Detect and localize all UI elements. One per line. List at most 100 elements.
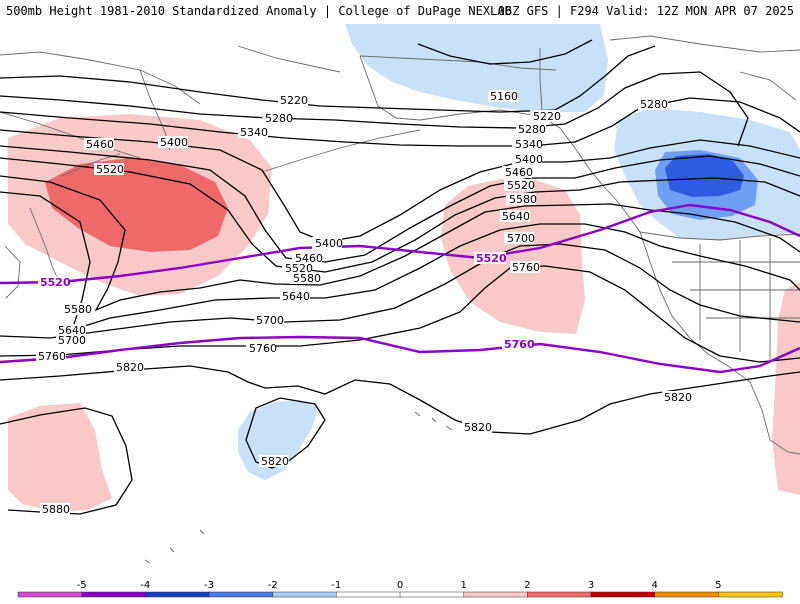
coast-us-west [639,231,729,367]
contour-5640 [0,191,800,332]
highlight-contours [0,203,800,374]
colorbar-tick-label: 5 [715,580,721,591]
label-5520-highlight: 5520 [476,252,507,265]
pacific-islands-sw [144,529,205,564]
coast-asia-north [0,51,201,105]
colorbar-tick-label: -3 [204,580,214,591]
label-5280-canada: 5280 [640,98,668,111]
label-5700-west: 5700 [58,334,86,347]
label-5820-central: 5820 [464,421,492,434]
coast-alaska-gulf [419,109,591,171]
colorbar-segment [17,591,83,598]
label-5220-west: 5220 [280,94,308,107]
colorbar-tick-labels: -5 -4 -3 -2 -1 0 1 2 3 4 5 [77,580,722,591]
label-5280-east: 5280 [518,123,546,136]
label-5520-highlight-west: 5520 [40,276,71,289]
label-5580-west: 5580 [64,303,92,316]
colorbar-segment [590,591,656,598]
contour-5580 [0,175,800,312]
colorbar-segment [145,591,210,598]
label-5160: 5160 [490,90,518,103]
colorbar-segment [463,591,529,598]
highlight-5520 [0,203,800,285]
label-5340-west: 5340 [240,126,268,139]
state-borders-4 [699,238,771,360]
anomaly-shading [8,24,800,512]
label-5640-pacific: 5640 [282,290,310,303]
neg-anomaly-hawaii [238,400,318,480]
label-5580-pacific: 5580 [293,272,321,285]
label-5760-pacific: 5760 [249,342,277,355]
label-5580-east: 5580 [509,193,537,206]
coast-korea [4,245,21,299]
coast-canadian-islands [609,35,800,53]
contour-5760 [0,265,800,363]
label-5760-west: 5760 [38,350,66,363]
contour-labels: 5160 5220 5220 5280 5280 5280 5340 5340 … [36,90,692,516]
pos-anomaly-east-edge [772,282,800,495]
label-5520-pacific: 5520 [285,262,313,275]
colorbar: -5 -4 -3 -2 -1 0 1 2 3 4 5 [0,578,800,600]
coast-kuril-chain [61,153,121,177]
colorbar-svg: -5 -4 -3 -2 -1 0 1 2 3 4 5 [17,580,783,598]
colorbar-tick-label: 2 [524,580,530,591]
label-5460-east: 5460 [505,166,533,179]
label-5520-asia: 5520 [96,163,124,176]
label-5460-asia: 5460 [86,138,114,151]
label-5640-east: 5640 [502,210,530,223]
colorbar-tick-label: -1 [331,580,341,591]
colorbar-tick-label: 3 [588,580,594,591]
colorbar-tick-label: 4 [652,580,658,591]
label-5340-east: 5340 [515,138,543,151]
hawaii-islands [414,411,453,431]
neg-anomaly-bering [345,24,608,112]
coast-alaska-west [359,55,421,121]
contour-5340 [0,97,800,147]
label-5760-east: 5760 [512,261,540,274]
label-5640-west: 5640 [58,324,86,337]
colorbar-segment [399,591,465,598]
colorbar-segments [17,591,783,598]
label-5880: 5880 [42,503,70,516]
coast-alaska-north [359,55,557,71]
contour-5160 [417,39,593,65]
label-5400-pacific: 5400 [315,237,343,250]
label-5700-east: 5700 [507,232,535,245]
label-5280-west: 5280 [265,112,293,125]
coast-okhotsk [0,111,141,159]
colorbar-segment [272,591,338,598]
border-alaska-canada [539,48,543,111]
label-5700-pacific: 5700 [256,314,284,327]
colorbar-tick-label: 1 [461,580,467,591]
colorbar-tick-label: -2 [268,580,278,591]
header-bar: 500mb Height 1981-2010 Standardized Anom… [0,0,800,22]
coast-bering-west [237,45,341,73]
label-5400-east: 5400 [515,153,543,166]
colorbar-segment [208,591,274,598]
contour-5220 [0,45,656,113]
colorbar-segment [718,591,783,598]
neg-anomaly-canada-strong [665,154,744,197]
coast-japan [29,207,61,285]
colorbar-segment [654,591,720,598]
colorbar-tick-label: 0 [397,580,403,591]
label-5220-east: 5220 [533,110,561,123]
contour-5400 [0,129,800,243]
label-5760-highlight: 5760 [504,338,535,351]
coast-mexico [769,439,800,455]
label-5820-hawaii: 5820 [261,455,289,468]
contour-5460 [0,145,800,263]
label-5400-asia: 5400 [160,136,188,149]
colorbar-tick-label: -4 [140,580,150,591]
contour-5520 [0,157,800,273]
colorbar-segment [336,591,401,598]
coast-bc [589,169,641,233]
anomaly-map: 5160 5220 5220 5280 5280 5280 5340 5340 … [0,24,800,564]
label-5520-east: 5520 [507,179,535,192]
label-5820-west: 5820 [116,361,144,374]
label-5460-pacific: 5460 [295,252,323,265]
map-title: 500mb Height 1981-2010 Standardized Anom… [6,4,512,18]
coast-hudson [739,71,797,101]
colorbar-segment [81,591,147,598]
